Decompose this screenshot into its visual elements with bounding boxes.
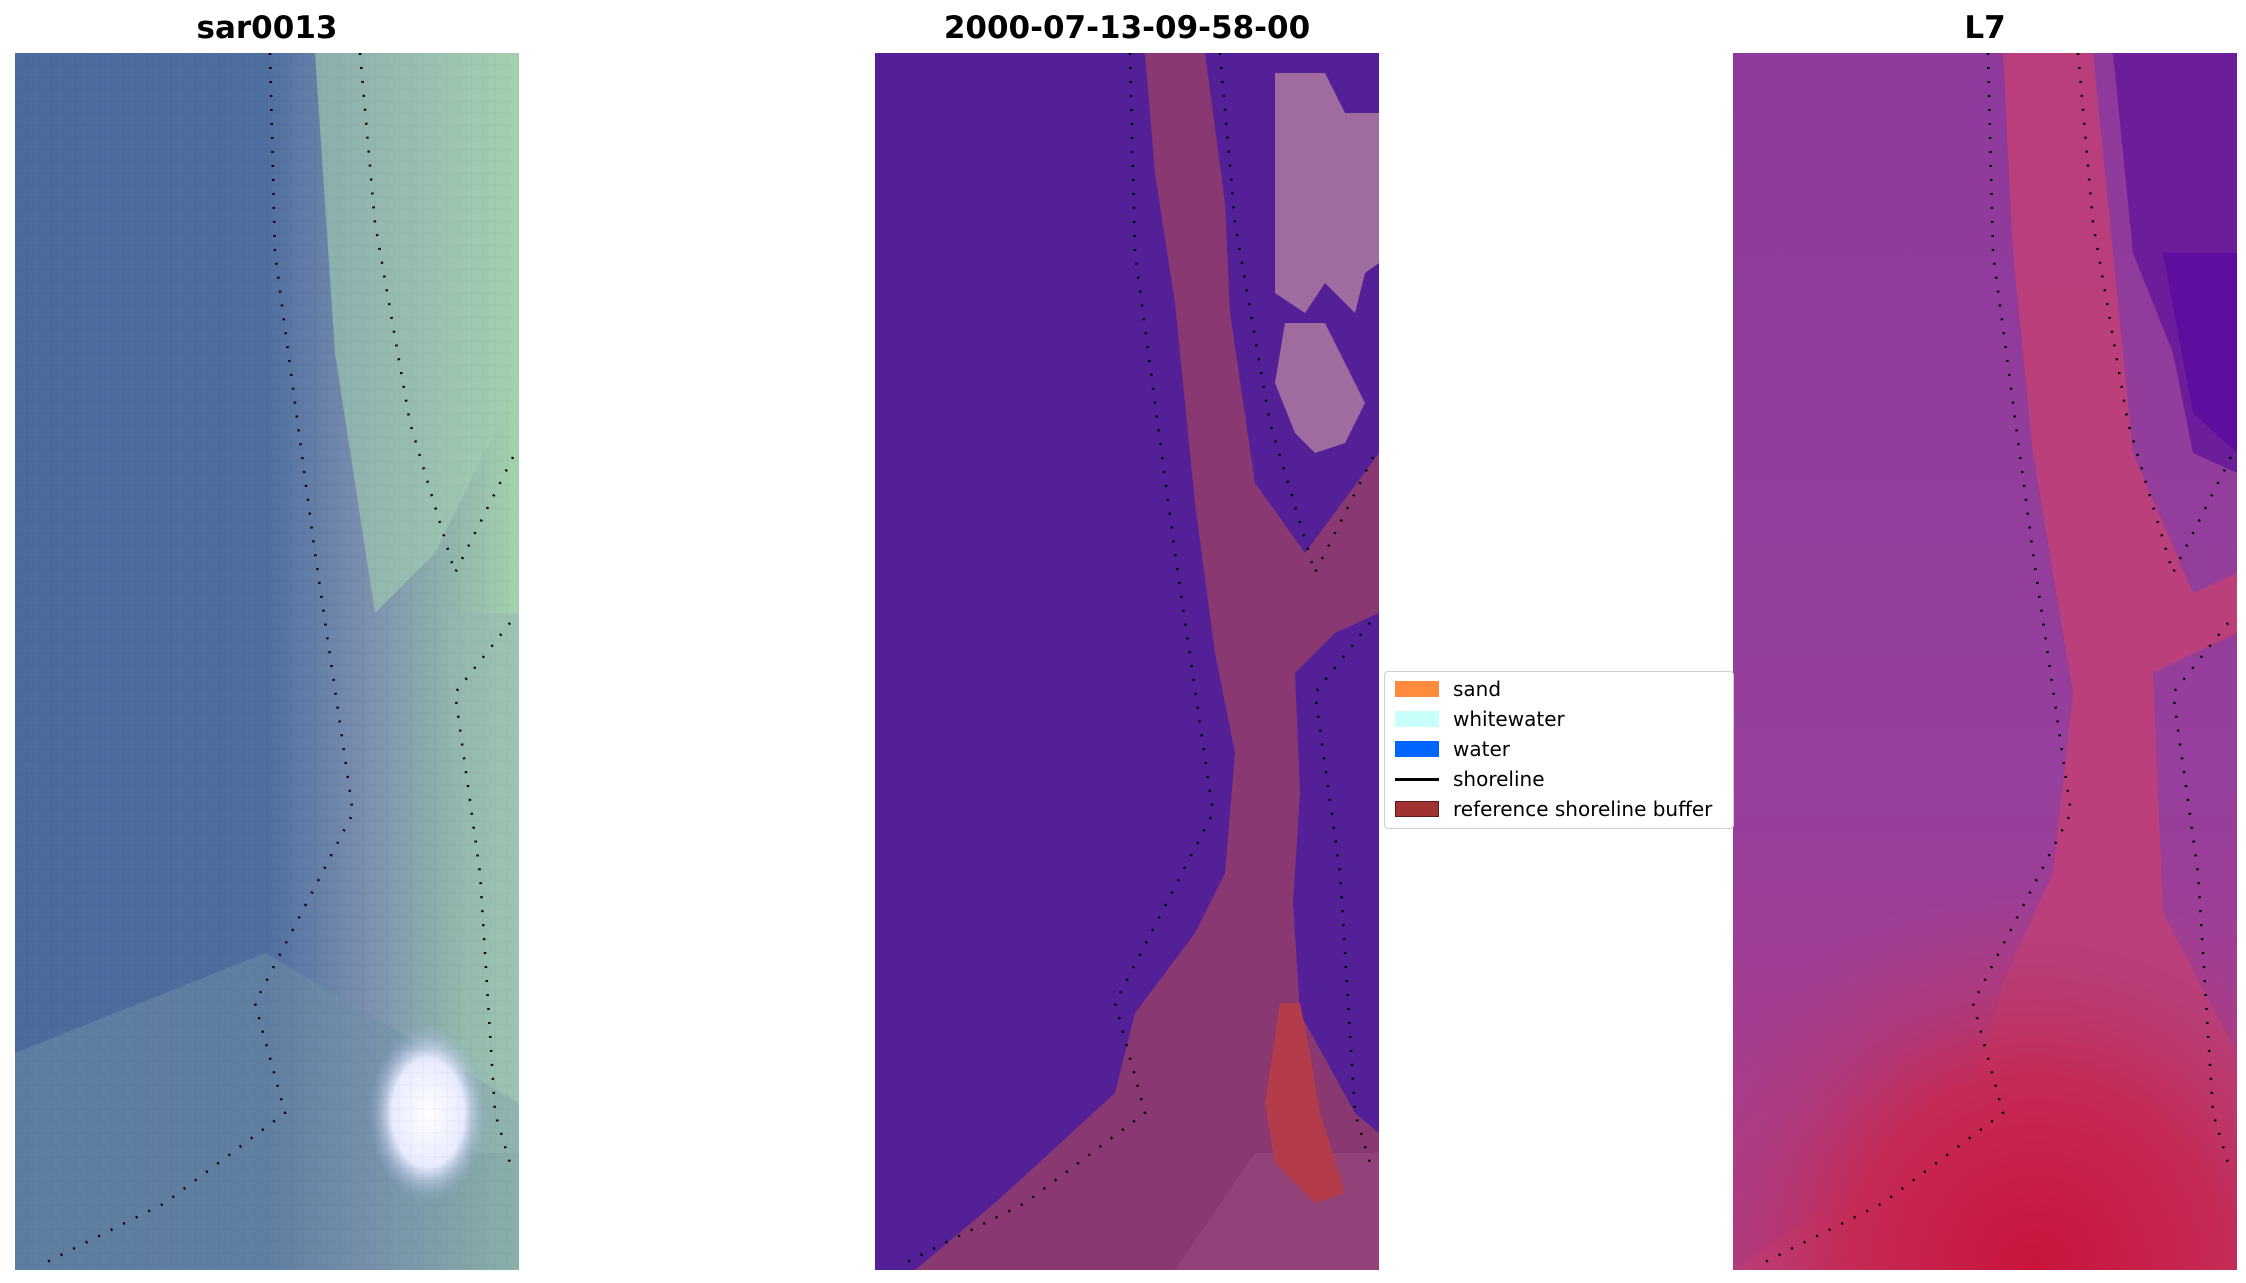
legend-label: shoreline (1453, 767, 1545, 791)
legend-item-shoreline: shoreline (1395, 766, 1545, 792)
legend-item-water: water (1395, 736, 1510, 762)
legend-item-buffer: reference shoreline buffer (1395, 796, 1712, 822)
legend: sand whitewater water shoreline referenc… (1384, 671, 1734, 829)
legend-label: whitewater (1453, 707, 1565, 731)
panel-title-2: 2000-07-13-09-58-00 (943, 10, 1311, 46)
index-image-panel (1733, 53, 2237, 1270)
panel-title-3: L7 (1964, 10, 2006, 46)
shoreline-line-icon (1395, 777, 1439, 781)
classified-image-panel (875, 53, 1379, 1270)
sand-swatch (1395, 681, 1439, 697)
buffer-swatch (1395, 801, 1439, 817)
rgb-image-panel (15, 53, 519, 1270)
panel-title-1: sar0013 (196, 10, 338, 46)
whitewater-swatch (1395, 711, 1439, 727)
legend-item-whitewater: whitewater (1395, 706, 1565, 732)
rgb-image (15, 53, 519, 1270)
legend-label: reference shoreline buffer (1453, 797, 1713, 821)
legend-item-sand: sand (1395, 676, 1501, 702)
index-image (1733, 53, 2237, 1270)
legend-label: water (1453, 737, 1510, 761)
legend-label: sand (1453, 677, 1502, 701)
classified-image (875, 53, 1379, 1270)
water-swatch (1395, 741, 1439, 757)
